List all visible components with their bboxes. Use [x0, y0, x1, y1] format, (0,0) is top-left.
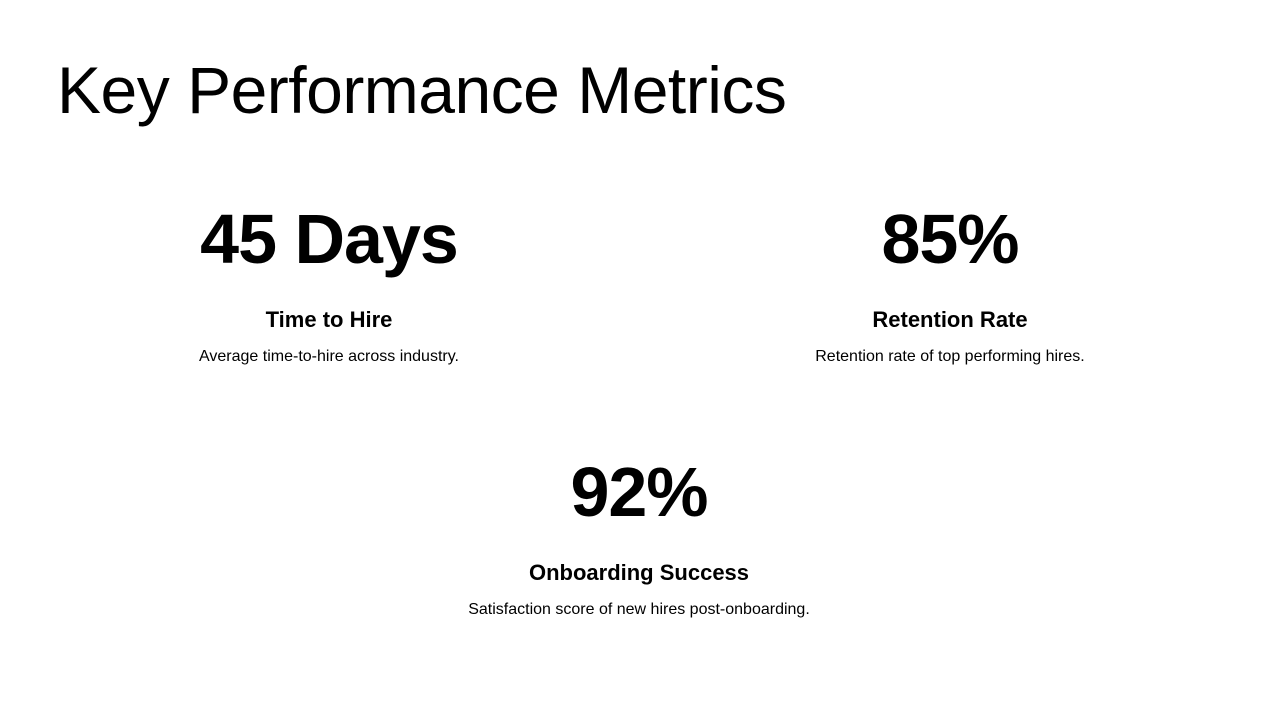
metric-value: 92%	[570, 453, 708, 531]
slide-title: Key Performance Metrics	[57, 53, 787, 127]
metric-description: Retention rate of top performing hires.	[815, 348, 1085, 365]
metric-value: 85%	[881, 200, 1019, 278]
metric-label: Time to Hire	[265, 307, 393, 332]
metric-description: Average time-to-hire across industry.	[199, 348, 459, 365]
metric-label: Retention Rate	[872, 307, 1028, 332]
metric-description: Satisfaction score of new hires post-onb…	[468, 601, 810, 618]
metric-value: 45 Days	[200, 200, 459, 278]
metric-onboarding-success: 92% Onboarding Success Satisfaction scor…	[339, 449, 939, 620]
metric-retention-rate: 85% Retention Rate Retention rate of top…	[650, 196, 1250, 367]
metric-time-to-hire: 45 Days Time to Hire Average time-to-hir…	[29, 196, 629, 367]
metric-label: Onboarding Success	[528, 560, 750, 585]
